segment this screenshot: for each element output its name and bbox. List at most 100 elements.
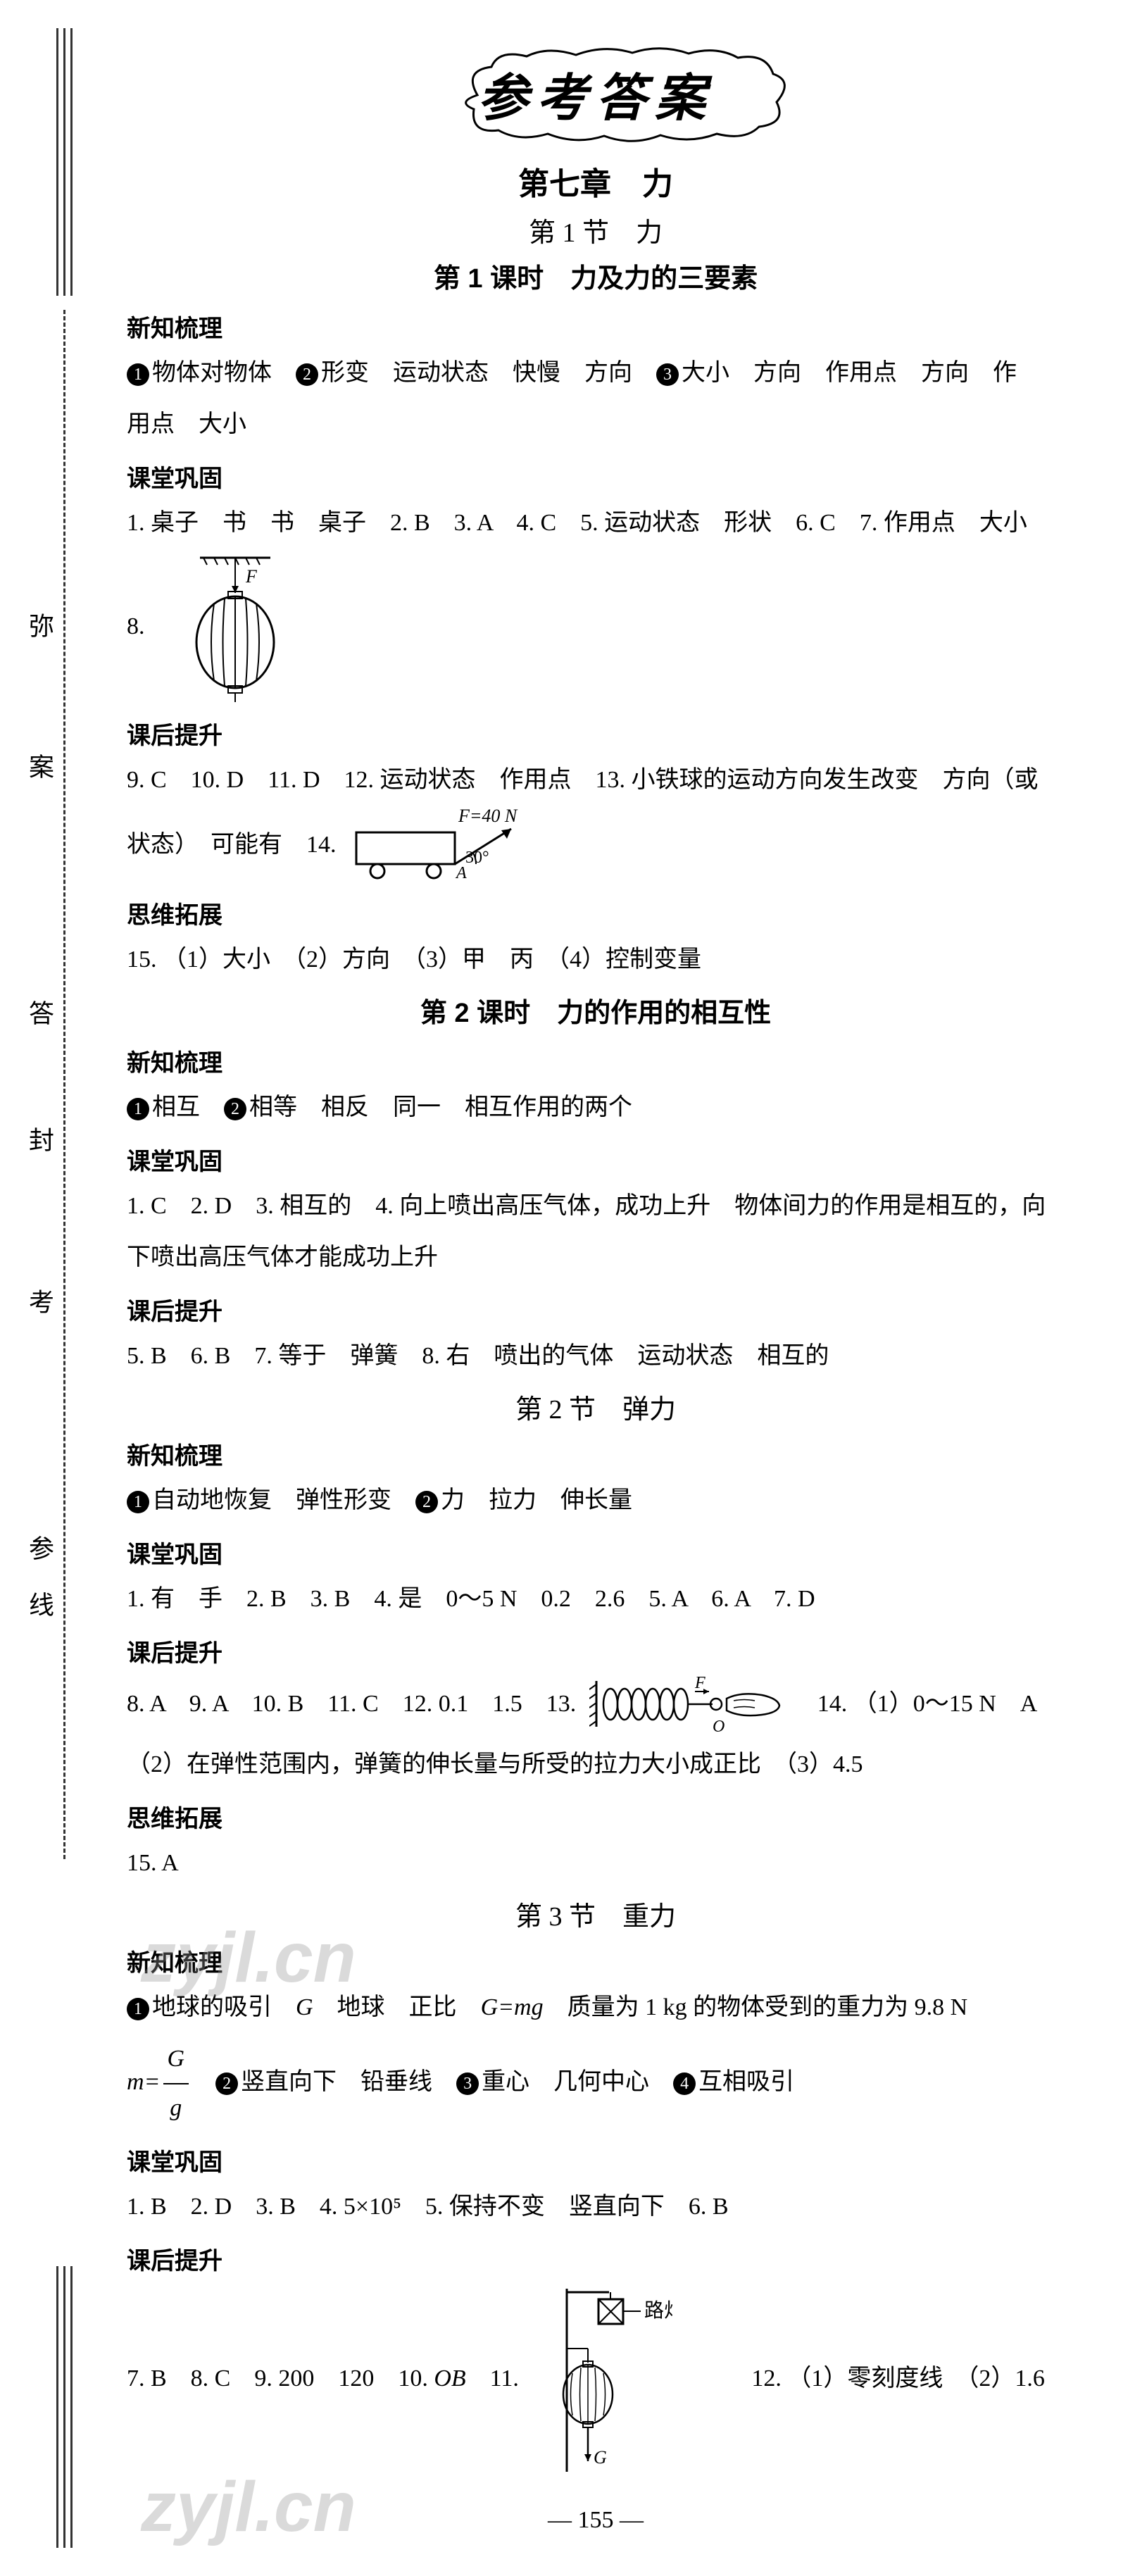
- section-title: 第 3 节 重力: [127, 1894, 1065, 1933]
- lantern-icon: F: [179, 551, 291, 706]
- title-banner: 参考答案: [127, 42, 1065, 144]
- cloud-border-icon: [435, 42, 801, 148]
- text-span: 用点 大小: [127, 411, 246, 437]
- text-span: 形变 运动状态 快慢 方向: [321, 360, 656, 386]
- text-span: 重心 几何中心: [482, 2069, 673, 2095]
- text-span: 1. 桌子 书 书 桌子 2. B 3. A 4. C 5. 运动状态 形状 6…: [127, 510, 1027, 536]
- content-line: 1. 桌子 书 书 桌子 2. B 3. A 4. C 5. 运动状态 形状 6…: [127, 499, 1065, 547]
- circled-number-icon: 4: [673, 2072, 696, 2095]
- spine-char: 考: [21, 1289, 58, 1314]
- lesson-title: 第 1 课时 力及力的三要素: [127, 256, 1065, 295]
- content-line: 15. （1）大小 （2）方向 （3）甲 丙 （4）控制变量: [127, 936, 1065, 984]
- text-span: [192, 2069, 215, 2095]
- content-line: m=Gg 2竖直向下 铅垂线 3重心 几何中心 4互相吸引: [127, 2035, 1065, 2132]
- svg-text:A: A: [455, 864, 467, 882]
- content-line: 用点 大小: [127, 401, 1065, 449]
- spring-hand-figure: F O: [582, 1691, 794, 1717]
- text-span: 状态） 可能有 14.: [127, 832, 342, 858]
- content-line: 1地球的吸引 G 地球 正比 G=mg 质量为 1 kg 的物体受到的重力为 9…: [127, 1984, 1065, 2032]
- text-span: 质量为 1 kg 的物体受到的重力为 9.8 N: [544, 1994, 968, 2020]
- block-heading: 课后提升: [127, 716, 1065, 751]
- block-heading: 课后提升: [127, 1634, 1065, 1668]
- circled-number-icon: 3: [456, 2072, 479, 2095]
- cart-force-icon: F=40 N 30° A: [349, 808, 546, 885]
- svg-text:路灯: 路灯: [644, 2299, 672, 2322]
- text-span: 竖直向下 铅垂线: [241, 2069, 456, 2095]
- svg-text:F=40 N: F=40 N: [458, 808, 518, 826]
- spine-char: 答: [21, 1000, 58, 1025]
- text-span: 地球 正比: [313, 1994, 481, 2020]
- streetlamp-icon: 路灯 G: [532, 2282, 672, 2479]
- block-heading: 课后提升: [127, 1292, 1065, 1327]
- text-span: 8. A 9. A 10. B 11. C 12. 0.1 1.5 13.: [127, 1691, 582, 1717]
- content-line: 15. A: [127, 1839, 1065, 1887]
- circled-number-icon: 3: [656, 363, 679, 386]
- block-heading: 课堂巩固: [127, 1535, 1065, 1570]
- cart-force-figure: F=40 N 30° A: [342, 832, 553, 858]
- circled-number-icon: 2: [415, 1491, 438, 1513]
- text-span: 8.: [127, 613, 151, 639]
- content-line: 1. 有 手 2. B 3. B 4. 是 0～5 N 0.2 2.6 5. A…: [127, 1575, 1065, 1623]
- circled-number-icon: 2: [224, 1098, 246, 1120]
- formula: G: [296, 1994, 313, 2020]
- section-title: 第 1 节 力: [127, 211, 1065, 249]
- spine-char: 线: [21, 1592, 58, 1617]
- section-title: 第 2 节 弹力: [127, 1387, 1065, 1426]
- text-span: 15. A: [127, 1850, 179, 1876]
- text-span: 9. C 10. D 11. D 12. 运动状态 作用点 13. 小铁球的运动…: [127, 767, 1039, 793]
- text-span: 自动地恢复 弹性形变: [152, 1487, 415, 1513]
- text-span: 12. （1）零刻度线 （2）1.6: [679, 2365, 1045, 2391]
- spine-char: 弥: [21, 613, 58, 638]
- svg-text:O: O: [713, 1718, 725, 1736]
- circled-number-icon: 1: [127, 1491, 149, 1513]
- formula: G=mg: [481, 1994, 544, 2020]
- lantern-figure: F: [151, 613, 299, 639]
- content-line: 7. B 8. C 9. 200 120 10. OB 11. 路灯 G 12.…: [127, 2282, 1065, 2479]
- content-line: 下喷出高压气体才能成功上升: [127, 1234, 1065, 1282]
- text-span: 互相吸引: [698, 2069, 794, 2095]
- content-line: 8. A 9. A 10. B 11. C 12. 0.1 1.5 13. F …: [127, 1674, 1065, 1737]
- text-span: 11.: [466, 2365, 525, 2391]
- text-span: （2）在弹性范围内，弹簧的伸长量与所受的拉力大小成正比 （3）4.5: [127, 1751, 863, 1777]
- text-span: 相互: [152, 1094, 224, 1120]
- text-span: 14. （1）0～15 N A: [794, 1691, 1038, 1717]
- block-heading: 思维拓展: [127, 1799, 1065, 1834]
- spine-char: 案: [21, 754, 58, 779]
- streetlamp-figure: 路灯 G: [525, 2365, 679, 2391]
- block-heading: 新知梳理: [127, 1944, 1065, 1978]
- text-span: 1. C 2. D 3. 相互的 4. 向上喷出高压气体，成功上升 物体间力的作…: [127, 1193, 1046, 1219]
- chapter-title: 第七章 力: [127, 158, 1065, 204]
- page-number: — 155 —: [127, 2507, 1065, 2534]
- content-line: 1物体对物体 2形变 运动状态 快慢 方向 3大小 方向 作用点 方向 作: [127, 349, 1065, 397]
- text-span: 1. B 2. D 3. B 4. 5×10⁵ 5. 保持不变 竖直向下 6. …: [127, 2194, 729, 2220]
- text-span: 地球的吸引: [152, 1994, 296, 2020]
- circled-number-icon: 1: [127, 1098, 149, 1120]
- spine-char: 参: [21, 1535, 58, 1561]
- spring-hand-icon: F O: [589, 1674, 786, 1737]
- content-line: 9. C 10. D 11. D 12. 运动状态 作用点 13. 小铁球的运动…: [127, 756, 1065, 804]
- content-line: 8. F: [127, 551, 1065, 706]
- content-line: （2）在弹性范围内，弹簧的伸长量与所受的拉力大小成正比 （3）4.5: [127, 1741, 1065, 1789]
- circled-number-icon: 2: [215, 2072, 238, 2095]
- content-line: 1自动地恢复 弹性形变 2力 拉力 伸长量: [127, 1477, 1065, 1525]
- text-span: 大小 方向 作用点 方向 作: [682, 360, 1017, 386]
- text-span: 相等 相反 同一 相互作用的两个: [249, 1094, 632, 1120]
- text-span: 5. B 6. B 7. 等于 弹簧 8. 右 喷出的气体 运动状态 相互的: [127, 1343, 829, 1369]
- content-line: 1相互 2相等 相反 同一 相互作用的两个: [127, 1084, 1065, 1132]
- spine-char: 封: [21, 1127, 58, 1152]
- formula: OB: [434, 2365, 465, 2391]
- block-heading: 课后提升: [127, 2242, 1065, 2276]
- binding-margin: [56, 28, 77, 2548]
- content-line: 状态） 可能有 14. F=40 N 30° A: [127, 808, 1065, 885]
- block-heading: 思维拓展: [127, 896, 1065, 930]
- content-line: 5. B 6. B 7. 等于 弹簧 8. 右 喷出的气体 运动状态 相互的: [127, 1332, 1065, 1380]
- text-span: 7. B 8. C 9. 200 120 10.: [127, 2365, 434, 2391]
- block-heading: 课堂巩固: [127, 459, 1065, 494]
- svg-text:G: G: [594, 2447, 607, 2468]
- text-span: 15. （1）大小 （2）方向 （3）甲 丙 （4）控制变量: [127, 946, 701, 973]
- text-span: 1. 有 手 2. B 3. B 4. 是 0～5 N 0.2 2.6 5. A…: [127, 1586, 815, 1612]
- lesson-title: 第 2 课时 力的作用的相互性: [127, 991, 1065, 1030]
- svg-text:30°: 30°: [465, 849, 489, 867]
- text-span: 下喷出高压气体才能成功上升: [127, 1244, 438, 1270]
- circled-number-icon: 1: [127, 363, 149, 386]
